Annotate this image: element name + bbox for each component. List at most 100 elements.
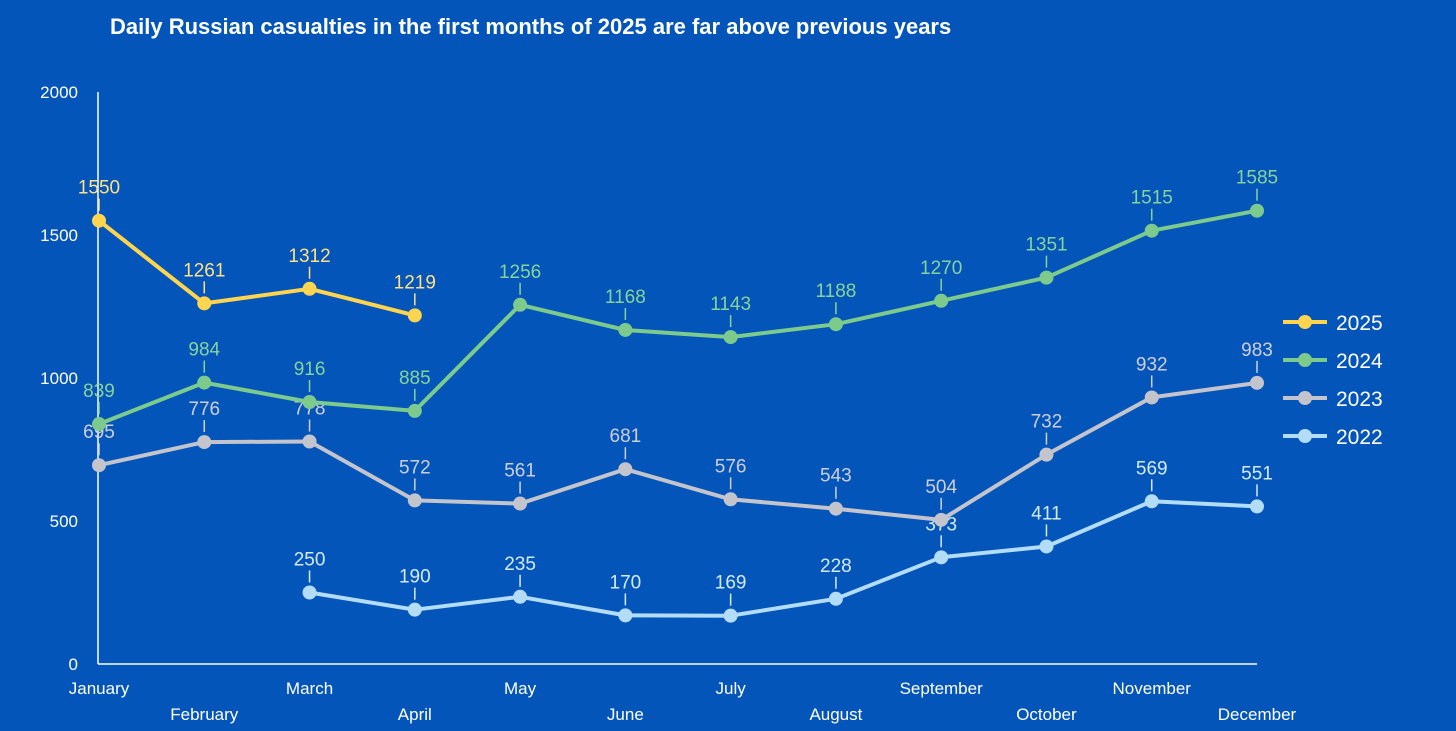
- data-label-2024: 839: [83, 381, 115, 402]
- data-point-2023: [197, 435, 212, 450]
- data-label-2023: 576: [715, 456, 747, 477]
- legend-item-2022: 2022: [1283, 426, 1383, 449]
- series-layer: 2501902351701692283734115695516957767785…: [78, 168, 1278, 623]
- legend-swatch-marker: [1298, 315, 1312, 329]
- data-label-2023: 504: [925, 477, 957, 498]
- data-label-2022: 551: [1241, 463, 1273, 484]
- data-label-2022: 228: [820, 556, 852, 577]
- data-label-2023: 983: [1241, 340, 1273, 361]
- data-label-2024: 1515: [1131, 188, 1173, 209]
- x-tick-label: September: [900, 679, 983, 698]
- data-label-2024: 916: [294, 359, 326, 380]
- data-point-2022: [934, 550, 949, 565]
- data-label-2023: 732: [1031, 412, 1063, 433]
- data-point-2022: [407, 602, 422, 617]
- data-point-2022: [513, 589, 528, 604]
- data-label-2025: 1261: [183, 260, 225, 281]
- legend-item-2025: 2025: [1283, 312, 1383, 335]
- x-tick-label: November: [1113, 679, 1192, 698]
- data-point-2023: [407, 493, 422, 508]
- x-tick-label: January: [69, 679, 130, 698]
- data-label-2023: 776: [188, 399, 220, 420]
- data-label-2024: 1143: [710, 294, 751, 315]
- data-point-2023: [513, 496, 528, 511]
- data-label-2024: 1351: [1025, 235, 1067, 256]
- legend-label: 2023: [1336, 388, 1383, 411]
- data-point-2024: [513, 297, 528, 312]
- data-point-2024: [197, 375, 212, 390]
- data-point-2022: [1250, 499, 1264, 514]
- x-tick-label: June: [607, 705, 644, 724]
- x-tick-label: May: [504, 679, 537, 698]
- x-tick-label: February: [170, 705, 239, 724]
- data-label-2023: 932: [1136, 354, 1168, 375]
- data-point-2022: [723, 608, 738, 623]
- legend-item-2023: 2023: [1283, 388, 1383, 411]
- data-label-2024: 1168: [605, 287, 646, 308]
- y-tick-label: 500: [50, 512, 78, 531]
- data-point-2022: [1144, 494, 1159, 509]
- data-label-2025: 1312: [288, 246, 330, 267]
- data-point-2024: [1039, 270, 1054, 285]
- legend-item-2024: 2024: [1283, 350, 1383, 373]
- x-tick-label: December: [1218, 705, 1297, 724]
- data-label-2022: 411: [1031, 503, 1061, 524]
- data-point-2023: [618, 462, 633, 477]
- chart-title: Daily Russian casualties in the first mo…: [110, 14, 951, 39]
- series-line-2023: [97, 380, 1259, 522]
- legend-swatch-marker: [1298, 429, 1312, 443]
- y-tick-label: 1000: [40, 369, 78, 388]
- x-tick-label: July: [716, 679, 747, 698]
- data-label-2024: 1256: [499, 262, 541, 283]
- legend-swatch-marker: [1298, 353, 1312, 367]
- data-point-2024: [92, 417, 106, 432]
- data-point-2023: [723, 492, 738, 507]
- legend-label: 2022: [1336, 426, 1383, 449]
- data-point-2023: [1250, 375, 1264, 390]
- data-point-2022: [302, 585, 317, 600]
- data-point-2024: [302, 395, 317, 410]
- data-label-2023: 681: [610, 426, 642, 447]
- data-point-2024: [828, 317, 843, 332]
- legend-label: 2025: [1336, 312, 1383, 335]
- data-label-2024: 984: [188, 340, 220, 361]
- data-point-2024: [934, 293, 949, 308]
- data-point-2023: [1144, 390, 1159, 405]
- data-point-2024: [1144, 223, 1159, 238]
- data-point-2023: [92, 458, 106, 473]
- x-tick-label: March: [286, 679, 333, 698]
- data-point-2022: [1039, 539, 1054, 554]
- data-label-2022: 190: [399, 567, 431, 588]
- y-tick-label: 0: [69, 655, 78, 674]
- data-label-2022: 250: [294, 550, 326, 571]
- series-line-2025: [97, 218, 417, 318]
- data-label-2024: 1188: [815, 281, 856, 302]
- y-axis-ticks: 0 500 1000 1500 2000: [40, 83, 78, 674]
- x-tick-label: October: [1016, 705, 1077, 724]
- data-point-2024: [1250, 203, 1264, 218]
- legend-label: 2024: [1336, 350, 1383, 373]
- data-point-2022: [828, 591, 843, 606]
- data-label-2025: 1550: [78, 178, 120, 199]
- series-2025: 1550 1261 1312 1219: [78, 178, 436, 323]
- data-point-2023: [828, 501, 843, 516]
- data-label-2023: 695: [83, 422, 115, 443]
- data-point-2024: [723, 330, 738, 345]
- data-label-2023: 572: [399, 457, 431, 478]
- data-label-2022: 170: [610, 572, 642, 593]
- data-point-2023: [934, 512, 949, 527]
- data-label-2025: 1219: [394, 272, 436, 293]
- data-point-2023: [1039, 447, 1054, 462]
- data-point-2025: [92, 213, 106, 228]
- data-label-2022: 169: [715, 573, 747, 594]
- data-label-2024: 1585: [1236, 168, 1278, 189]
- x-axis-ticks: January February March April May June July Augu…: [69, 679, 1297, 724]
- x-tick-label: April: [398, 705, 432, 724]
- y-tick-label: 1500: [40, 226, 78, 245]
- data-point-2024: [618, 322, 633, 337]
- data-label-2023: 561: [504, 461, 536, 482]
- data-point-2022: [618, 608, 633, 623]
- data-point-2025: [197, 296, 212, 311]
- data-label-2022: 569: [1136, 458, 1168, 479]
- data-point-2024: [407, 403, 422, 418]
